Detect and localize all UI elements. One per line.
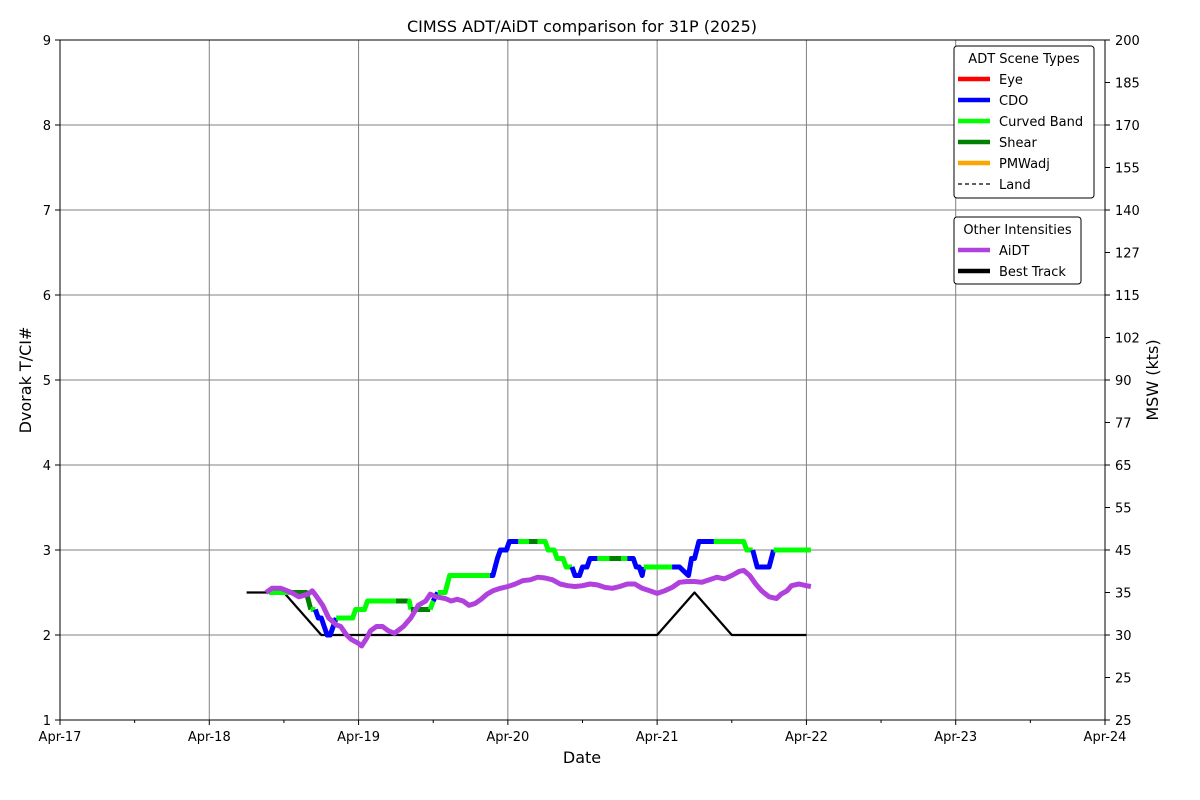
adt-segment-cdo: [672, 539, 714, 578]
x-tick-label: Apr-19: [337, 730, 380, 745]
aidt-layer: [264, 567, 812, 649]
legend-title: ADT Scene Types: [968, 52, 1080, 67]
legend-entry-label: Curved Band: [999, 115, 1083, 130]
legend-entry-label: PMWadj: [999, 157, 1050, 172]
y2-tick-label: 140: [1115, 204, 1140, 219]
legend-entry-label: CDO: [999, 94, 1028, 109]
y-axis-label: Dvorak T/CI#: [16, 327, 35, 434]
legend-other-intensities: Other Intensities AiDT Best Track: [953, 216, 1082, 285]
legend-entry-label: Best Track: [999, 265, 1066, 280]
x-tick-label: Apr-18: [188, 730, 231, 745]
adt-segment-curved-band: [427, 600, 436, 611]
y2-tick-label: 102: [1115, 332, 1140, 347]
adt-segment-cdo: [627, 556, 647, 578]
y-tick-label: 6: [43, 289, 51, 304]
adt-segment-cdo: [312, 608, 339, 638]
y2-tick-label: 77: [1115, 417, 1132, 432]
legend-entry-label: Land: [999, 178, 1031, 193]
x-tick-label: Apr-17: [39, 730, 82, 745]
y2-tick-label: 35: [1115, 587, 1132, 602]
y2-tick-label: 115: [1115, 289, 1140, 304]
x-tick-label: Apr-22: [785, 730, 828, 745]
x-tick-label: Apr-20: [486, 730, 529, 745]
axis-ticks: Apr-17 Apr-18 Apr-19 Apr-20 Apr-21 Apr-22 Apr-…: [39, 34, 1140, 745]
y2-tick-label: 170: [1115, 119, 1140, 134]
legend-entry-label: Shear: [999, 136, 1037, 151]
adt-segment-curved-band: [713, 539, 753, 553]
y2-tick-label: 155: [1115, 162, 1140, 177]
x-axis-label: Date: [563, 748, 601, 767]
adt-segment-cdo: [750, 549, 777, 570]
y2-tick-label: 25: [1115, 714, 1132, 729]
adt-segment-cdo: [569, 556, 598, 578]
adt-scene-layer: [269, 539, 811, 638]
y2-tick-label: 127: [1115, 247, 1140, 262]
y2-tick-label: 55: [1115, 502, 1132, 517]
y-tick-label: 7: [43, 204, 51, 219]
x-tick-label: Apr-21: [636, 730, 679, 745]
y2-tick-label: 30: [1115, 629, 1132, 644]
y-tick-label: 8: [43, 119, 51, 134]
y2-tick-label: 65: [1115, 459, 1132, 474]
adt-segment-cdo: [489, 539, 519, 578]
y-tick-label: 9: [43, 34, 51, 49]
legend-title: Other Intensities: [963, 223, 1072, 238]
y-tick-label: 2: [43, 629, 51, 644]
adt-segment-curved-band: [437, 573, 490, 595]
y-tick-label: 4: [43, 459, 51, 474]
y2-tick-label: 45: [1115, 544, 1132, 559]
x-tick-label: Apr-24: [1084, 730, 1127, 745]
adt-segment-curved-band: [537, 539, 572, 570]
chart-title: CIMSS ADT/AiDT comparison for 31P (2025): [407, 17, 757, 36]
y2-tick-label: 185: [1115, 77, 1140, 92]
legends: ADT Scene Types Eye CDO Curved Band Shear PMW…: [953, 45, 1095, 285]
aidt-line: [264, 567, 812, 649]
y-tick-label: 5: [43, 374, 51, 389]
legend-entry-label: Eye: [999, 73, 1023, 88]
x-tick-label: Apr-23: [934, 730, 977, 745]
y2-tick-label: 25: [1115, 672, 1132, 687]
y-tick-label: 1: [43, 714, 51, 729]
adt-segment-curved-band: [406, 598, 414, 610]
y2-tick-label: 200: [1115, 34, 1140, 49]
adt-segment-curved-band: [336, 598, 396, 621]
legend-entry-label: AiDT: [999, 244, 1030, 259]
legend-box: [953, 216, 1082, 285]
y2-axis-label: MSW (kts): [1143, 339, 1162, 420]
y2-tick-label: 90: [1115, 374, 1132, 389]
y-tick-label: 3: [43, 544, 51, 559]
legend-box: [953, 45, 1095, 199]
legend-adt-scene-types: ADT Scene Types Eye CDO Curved Band Shear PMW…: [953, 45, 1095, 199]
